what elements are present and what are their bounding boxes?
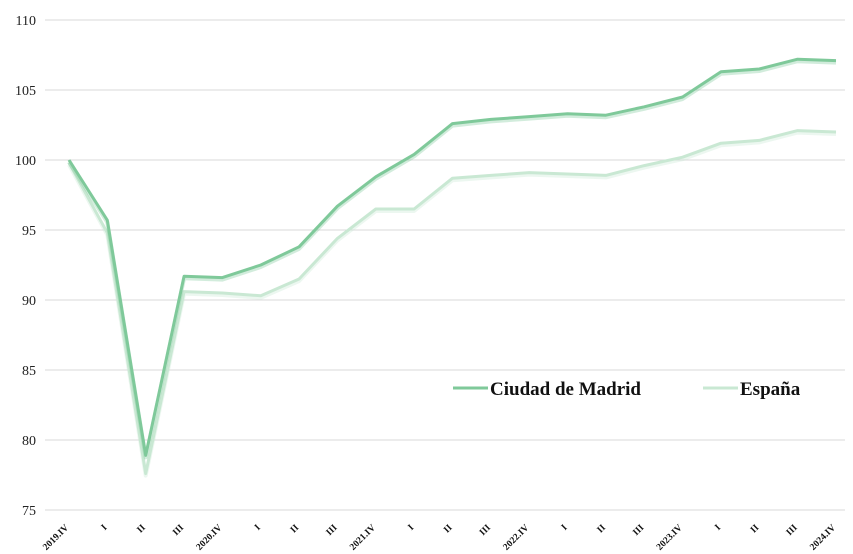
series-line-shadow: [67, 59, 837, 460]
x-tick-label: II: [596, 523, 609, 536]
x-tick-label: I: [407, 523, 417, 533]
x-tick-label: I: [560, 523, 570, 533]
gridlines: [45, 19, 845, 511]
y-tick-label: 100: [15, 154, 36, 169]
legend-label-espana: España: [740, 379, 801, 400]
y-tick-label: 85: [22, 364, 36, 379]
x-tick-label: III: [171, 523, 186, 538]
x-tick-label: I: [100, 523, 110, 533]
x-axis-tick-labels: 2019.IV I II III 2020.IV I II III 2021.IV I II III 2…: [41, 523, 838, 553]
series-line-madrid: [67, 57, 837, 457]
x-tick-label: III: [325, 523, 340, 538]
y-tick-label: 105: [15, 84, 36, 99]
y-tick-label: 75: [22, 504, 36, 519]
x-tick-label: 2019.IV: [41, 523, 71, 553]
y-tick-label: 90: [22, 294, 36, 309]
x-tick-label: II: [442, 523, 455, 536]
series-lines: [67, 57, 837, 478]
x-tick-label: II: [289, 523, 302, 536]
y-axis-tick-labels: 75 80 85 90 95 100 105 110: [15, 14, 36, 519]
x-tick-label: II: [136, 523, 149, 536]
y-tick-label: 110: [16, 14, 36, 29]
y-tick-label: 95: [22, 224, 36, 239]
x-tick-label: III: [785, 523, 800, 538]
series-line-shadow: [67, 130, 837, 478]
x-tick-label: 2023.IV: [655, 523, 685, 553]
x-tick-label: I: [713, 523, 723, 533]
legend: Ciudad de Madrid España: [453, 379, 801, 400]
x-tick-label: II: [749, 523, 762, 536]
x-tick-label: 2022.IV: [502, 523, 532, 553]
legend-label-madrid: Ciudad de Madrid: [490, 379, 641, 400]
series-line-espana: [67, 129, 837, 476]
y-tick-label: 80: [22, 434, 36, 449]
x-tick-label: 2021.IV: [348, 523, 378, 553]
x-tick-label: III: [478, 523, 493, 538]
x-tick-label: I: [253, 523, 263, 533]
x-tick-label: 2020.IV: [195, 523, 225, 553]
x-tick-label: III: [631, 523, 646, 538]
x-tick-label: 2024.IV: [808, 523, 838, 553]
